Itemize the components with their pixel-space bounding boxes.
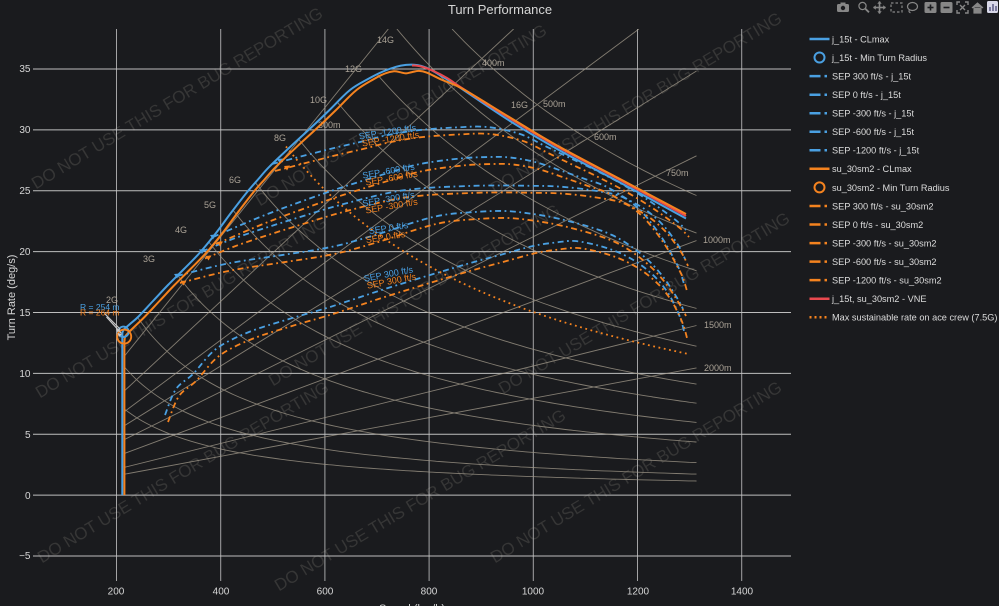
svg-text:Turn Performance: Turn Performance: [448, 2, 552, 17]
svg-text:2G: 2G: [106, 295, 118, 305]
svg-text:SEP 300 ft/s - su_30sm2: SEP 300 ft/s - su_30sm2: [832, 201, 933, 211]
svg-text:4G: 4G: [175, 225, 187, 235]
svg-text:Max sustainable rate on ace cr: Max sustainable rate on ace crew (7.5G): [832, 313, 997, 323]
svg-text:su_30sm2 - Min Turn Radius: su_30sm2 - Min Turn Radius: [832, 183, 950, 193]
svg-text:25: 25: [19, 186, 31, 197]
svg-text:0: 0: [25, 491, 31, 502]
svg-text:3G: 3G: [143, 254, 155, 264]
svg-text:Speed (km/h): Speed (km/h): [379, 603, 445, 606]
svg-text:300m: 300m: [318, 120, 341, 130]
svg-text:1500m: 1500m: [704, 320, 732, 330]
svg-text:j_15t - CLmax: j_15t - CLmax: [831, 34, 890, 44]
svg-text:600m: 600m: [594, 132, 617, 142]
svg-text:10: 10: [19, 369, 31, 380]
svg-text:j_15t, su_30sm2 - VNE: j_15t, su_30sm2 - VNE: [831, 294, 926, 304]
svg-text:5: 5: [25, 430, 31, 441]
svg-text:35: 35: [19, 64, 31, 75]
svg-text:R = 254 m: R = 254 m: [80, 302, 119, 312]
svg-text:30: 30: [19, 125, 31, 136]
svg-text:400: 400: [213, 587, 230, 598]
svg-text:SEP 0 ft/s - su_30sm2: SEP 0 ft/s - su_30sm2: [832, 220, 923, 230]
svg-text:SEP 0 ft/s - j_15t: SEP 0 ft/s - j_15t: [832, 90, 901, 100]
svg-text:400m: 400m: [482, 58, 505, 68]
svg-text:1000m: 1000m: [703, 235, 731, 245]
svg-text:SEP -300 ft/s - su_30sm2: SEP -300 ft/s - su_30sm2: [832, 239, 937, 249]
svg-text:15: 15: [19, 308, 31, 319]
svg-text:SEP -1200 ft/s - j_15t: SEP -1200 ft/s - j_15t: [832, 146, 920, 156]
svg-text:200: 200: [108, 587, 125, 598]
svg-text:1000: 1000: [522, 587, 545, 598]
svg-text:−5: −5: [19, 551, 31, 562]
svg-text:750m: 750m: [666, 168, 689, 178]
svg-text:800: 800: [421, 587, 438, 598]
svg-text:20: 20: [19, 247, 31, 258]
svg-text:500m: 500m: [543, 99, 566, 109]
svg-text:R = 264 m: R = 264 m: [80, 308, 119, 318]
svg-text:SEP 300 ft/s - j_15t: SEP 300 ft/s - j_15t: [832, 72, 911, 82]
svg-text:600: 600: [317, 587, 334, 598]
svg-text:10G: 10G: [310, 95, 327, 105]
svg-text:SEP -600 ft/s - su_30sm2: SEP -600 ft/s - su_30sm2: [832, 257, 937, 267]
svg-text:6G: 6G: [229, 175, 241, 185]
svg-text:5G: 5G: [204, 200, 216, 210]
svg-text:1200: 1200: [627, 587, 650, 598]
svg-text:Turn Rate (deg/s): Turn Rate (deg/s): [6, 255, 18, 341]
svg-text:su_30sm2 - CLmax: su_30sm2 - CLmax: [832, 164, 912, 174]
svg-text:2000m: 2000m: [704, 363, 732, 373]
svg-text:SEP -1200 ft/s - su_30sm2: SEP -1200 ft/s - su_30sm2: [832, 276, 942, 286]
svg-text:1400: 1400: [731, 587, 754, 598]
svg-text:j_15t - Min Turn Radius: j_15t - Min Turn Radius: [831, 53, 927, 63]
svg-text:SEP -300 ft/s - j_15t: SEP -300 ft/s - j_15t: [832, 109, 914, 119]
svg-text:12G: 12G: [345, 64, 362, 74]
svg-text:SEP -600 ft/s - j_15t: SEP -600 ft/s - j_15t: [832, 127, 914, 137]
svg-text:16G: 16G: [511, 100, 528, 110]
svg-text:14G: 14G: [377, 35, 394, 45]
svg-text:8G: 8G: [274, 133, 286, 143]
